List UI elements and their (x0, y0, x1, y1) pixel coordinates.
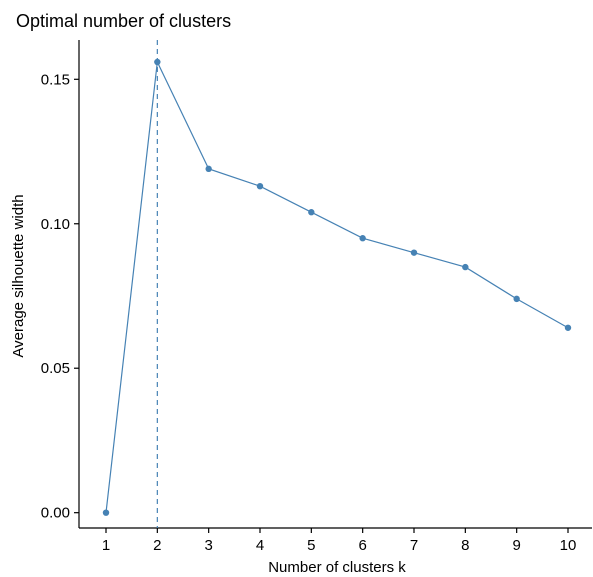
data-point (410, 249, 418, 256)
data-point (256, 182, 264, 190)
x-tick-label: 3 (204, 537, 212, 554)
x-tick-label: 4 (256, 537, 264, 554)
data-point (513, 295, 520, 303)
y-tick-label: 0.00 (41, 505, 70, 522)
data-point (359, 235, 366, 242)
marks (102, 40, 572, 528)
x-tick-label: 1 (102, 537, 110, 554)
y-tick-label: 0.05 (41, 360, 70, 377)
data-point (154, 58, 161, 66)
ticks: 0.00 0.05 0.10 0.15 1 2 3 4 5 6 7 8 9 10 (41, 71, 577, 554)
y-tick-label: 0.10 (41, 216, 70, 233)
x-tick-label: 2 (153, 537, 161, 554)
axes (78, 40, 592, 529)
series-line (105, 59, 569, 513)
data-point (564, 324, 572, 331)
chart-title: Optimal number of clusters (16, 11, 231, 31)
x-axis-label: Number of clusters k (268, 559, 406, 576)
x-tick-label: 7 (410, 537, 418, 554)
y-tick-label: 0.15 (41, 71, 70, 88)
data-point (462, 263, 469, 271)
data-point (308, 209, 315, 216)
x-tick-label: 5 (307, 537, 315, 554)
y-axis-label: Average silhouette width (10, 194, 27, 357)
data-point (205, 165, 212, 173)
x-tick-label: 6 (358, 537, 366, 554)
x-tick-label: 8 (461, 537, 469, 554)
x-tick-label: 9 (512, 537, 520, 554)
x-tick-label: 10 (560, 537, 577, 554)
data-point (102, 509, 110, 516)
